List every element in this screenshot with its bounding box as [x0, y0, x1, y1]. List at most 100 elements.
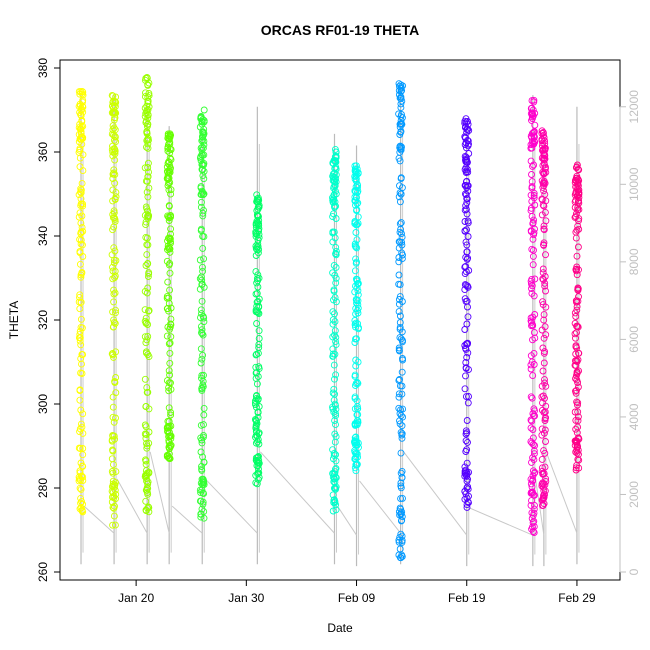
data-point	[77, 298, 85, 306]
data-point	[395, 344, 403, 352]
data-point	[165, 436, 173, 444]
data-point	[253, 198, 261, 205]
data-point	[542, 414, 550, 422]
data-point	[573, 357, 581, 364]
data-point	[111, 97, 119, 105]
data-point	[352, 162, 360, 170]
data-point	[528, 183, 536, 191]
data-point	[397, 95, 405, 102]
data-point	[109, 211, 117, 218]
data-point	[574, 401, 581, 409]
data-point	[462, 191, 470, 199]
data-point	[527, 480, 535, 488]
data-point	[331, 182, 339, 190]
data-point	[396, 323, 404, 331]
data-point	[330, 192, 338, 199]
data-point	[78, 87, 86, 95]
data-point	[527, 501, 535, 509]
data-point	[112, 495, 119, 503]
data-point	[111, 179, 119, 187]
data-point	[255, 335, 263, 342]
data-point	[461, 263, 469, 271]
data-point	[529, 261, 537, 269]
data-point	[530, 128, 538, 136]
data-point	[110, 319, 118, 326]
data-point	[144, 173, 152, 181]
data-point	[143, 486, 151, 494]
data-point	[464, 142, 472, 150]
data-point	[111, 218, 119, 225]
data-point	[353, 244, 361, 252]
data-point	[351, 167, 359, 175]
data-point	[77, 315, 85, 323]
x-tick-label: Feb 29	[558, 591, 596, 605]
data-point	[396, 182, 403, 190]
data-point	[530, 132, 538, 140]
data-point	[541, 282, 549, 290]
data-point	[199, 433, 207, 441]
data-point	[76, 386, 84, 394]
data-point	[539, 129, 547, 136]
data-point	[463, 320, 471, 328]
data-point	[528, 515, 536, 522]
data-point	[142, 471, 150, 479]
data-point	[141, 306, 149, 314]
data-point	[197, 198, 205, 206]
data-point	[77, 228, 85, 236]
data-point	[574, 284, 582, 292]
data-point	[144, 213, 152, 221]
data-point	[163, 257, 171, 265]
data-point	[462, 205, 470, 213]
data-point	[332, 405, 340, 413]
data-point	[462, 430, 470, 438]
x-tick-label: Jan 30	[228, 591, 264, 605]
data-point	[395, 551, 403, 559]
data-point	[165, 202, 173, 210]
data-point	[141, 375, 149, 383]
data-point	[198, 297, 206, 305]
data-point	[461, 295, 469, 303]
data-point	[79, 151, 87, 159]
data-point	[574, 222, 582, 230]
data-point	[541, 463, 549, 471]
data-point	[142, 89, 149, 97]
data-point	[331, 375, 338, 383]
data-point	[571, 441, 579, 449]
data-point	[198, 117, 206, 125]
data-point	[332, 464, 340, 472]
data-point	[352, 221, 360, 229]
data-point	[79, 167, 87, 175]
data-point	[462, 437, 470, 445]
data-point	[396, 238, 404, 246]
data-point	[164, 278, 172, 286]
data-point	[461, 117, 469, 125]
data-point	[109, 104, 117, 112]
data-point	[329, 491, 337, 499]
data-points	[75, 74, 583, 562]
data-point	[574, 399, 582, 407]
data-point	[166, 269, 174, 277]
data-point	[540, 470, 548, 478]
data-point	[461, 206, 469, 214]
data-point	[200, 404, 208, 412]
data-point	[332, 243, 340, 251]
data-point	[197, 323, 205, 331]
data-point	[396, 410, 404, 417]
data-point	[539, 201, 547, 209]
data-point	[110, 316, 118, 324]
data-point	[463, 417, 471, 424]
data-point	[77, 499, 85, 507]
data-point	[165, 379, 173, 387]
data-point	[529, 322, 537, 330]
data-point	[143, 251, 151, 259]
data-point	[76, 248, 84, 255]
data-point	[539, 131, 547, 139]
data-point	[143, 177, 151, 185]
data-point	[144, 284, 152, 292]
data-point	[197, 421, 205, 429]
data-point	[197, 191, 205, 198]
data-point	[541, 273, 549, 280]
data-point	[77, 112, 85, 120]
data-point	[165, 261, 173, 269]
data-point	[575, 225, 583, 233]
